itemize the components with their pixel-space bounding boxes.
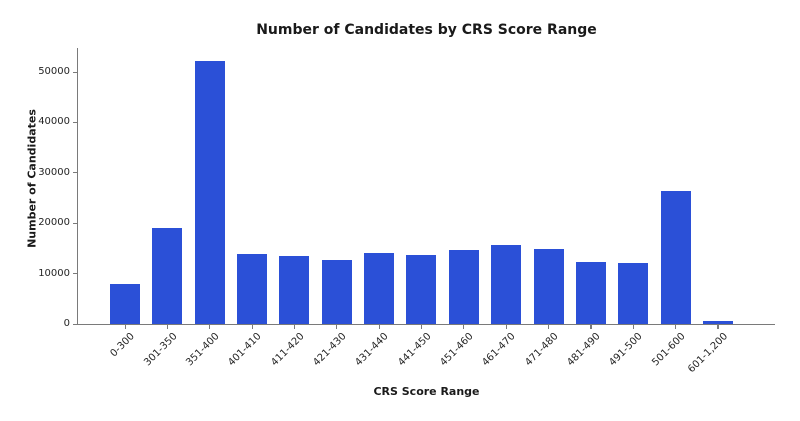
y-tick-mark	[73, 121, 77, 124]
bar	[448, 250, 479, 324]
x-tick-label: 451-460	[438, 331, 476, 369]
x-tick-mark	[336, 325, 338, 329]
x-axis-line	[77, 324, 775, 326]
x-tick-mark	[505, 325, 507, 329]
bar	[575, 262, 606, 324]
y-tick-mark	[73, 222, 77, 224]
x-tick-mark	[124, 325, 126, 329]
bar	[110, 284, 140, 324]
x-tick-mark	[632, 325, 634, 329]
y-tick-label: 10000	[38, 267, 70, 279]
x-tick-mark	[209, 325, 211, 329]
x-tick-label: 441-450	[395, 331, 434, 369]
x-tick-label: 401-410	[226, 331, 264, 369]
y-tick-label: 0	[63, 318, 70, 329]
chart-title: Number of Candidates by CRS Score Range	[256, 22, 597, 38]
x-tick-mark	[675, 325, 677, 329]
bar	[364, 253, 395, 324]
x-tick-mark	[251, 325, 253, 329]
bar	[194, 61, 225, 324]
y-axis-line	[77, 48, 79, 325]
y-tick-label: 20000	[38, 217, 70, 229]
x-tick-mark	[548, 325, 550, 329]
x-tick-label: 431-440	[353, 331, 391, 369]
x-tick-label: 471-480	[522, 331, 561, 369]
x-tick-label: 491-500	[607, 331, 645, 369]
bar	[533, 248, 564, 324]
x-tick-mark	[293, 325, 296, 329]
y-tick-mark	[73, 273, 77, 275]
y-tick-mark	[73, 323, 77, 325]
x-axis-label: CRS Score Range	[373, 385, 480, 398]
x-tick-label: 351-400	[184, 331, 222, 369]
x-tick-label: 301-350	[141, 331, 180, 369]
bar	[406, 254, 437, 324]
bar	[152, 228, 183, 324]
y-tick-label: 30000	[38, 166, 70, 178]
x-tick-mark	[166, 325, 169, 329]
x-tick-label: 501-600	[650, 331, 688, 369]
bar	[321, 259, 352, 324]
bar	[660, 191, 691, 324]
y-tick-label: 40000	[38, 116, 70, 128]
x-tick-mark	[590, 325, 592, 329]
bar	[237, 253, 268, 324]
x-tick-label: 481-490	[565, 331, 603, 369]
bar	[279, 255, 310, 324]
bar	[491, 244, 522, 324]
x-tick-mark	[378, 325, 380, 329]
bar	[702, 320, 733, 324]
y-tick-label: 50000	[38, 66, 70, 77]
x-tick-label: 0-300	[108, 331, 137, 360]
bar	[618, 262, 649, 324]
x-tick-label: 461-470	[480, 331, 518, 369]
x-tick-label: 421-430	[311, 331, 349, 369]
y-tick-mark	[73, 71, 77, 73]
x-tick-mark	[463, 325, 465, 329]
x-tick-label: 411-420	[268, 331, 307, 369]
y-tick-mark	[73, 172, 77, 174]
x-tick-mark	[717, 325, 719, 329]
x-tick-mark	[420, 325, 423, 329]
x-tick-label: 601-1,200	[685, 331, 730, 376]
